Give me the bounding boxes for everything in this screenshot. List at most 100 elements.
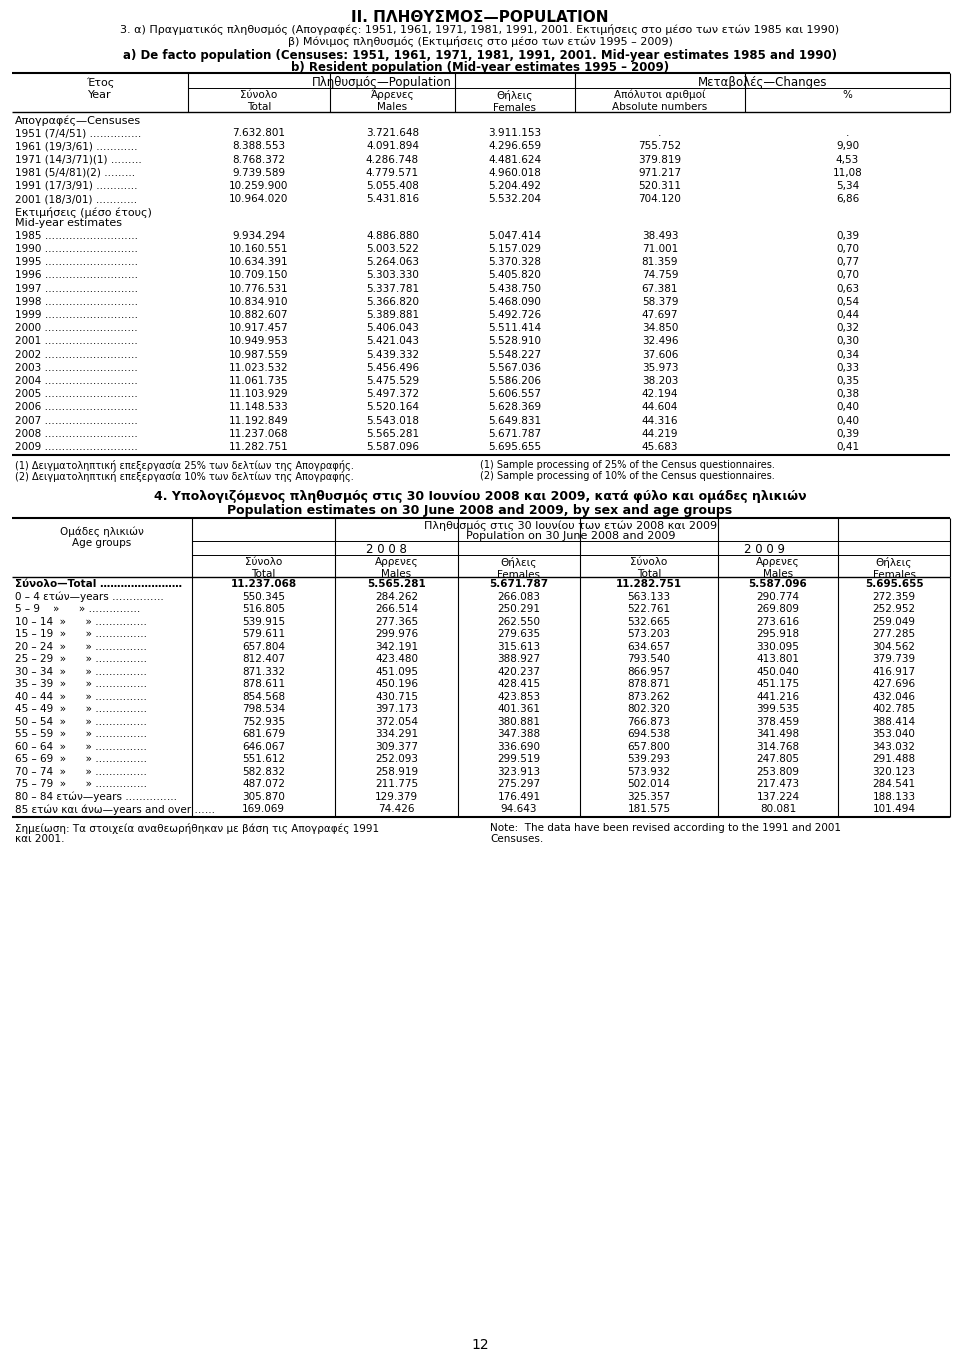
- Text: 871.332: 871.332: [242, 667, 285, 676]
- Text: 315.613: 315.613: [497, 642, 540, 652]
- Text: 573.203: 573.203: [628, 629, 670, 640]
- Text: 5.337.781: 5.337.781: [366, 284, 420, 293]
- Text: 0,40: 0,40: [836, 416, 859, 425]
- Text: Σύνολο—Total ……………………: Σύνολο—Total ……………………: [15, 580, 182, 589]
- Text: 5.649.831: 5.649.831: [489, 416, 541, 425]
- Text: 0,44: 0,44: [836, 310, 859, 320]
- Text: 4.286.748: 4.286.748: [366, 155, 420, 164]
- Text: 10.964.020: 10.964.020: [229, 194, 289, 204]
- Text: 766.873: 766.873: [628, 717, 671, 727]
- Text: 2005 ………………………: 2005 ………………………: [15, 390, 138, 399]
- Text: 878.871: 878.871: [628, 679, 671, 690]
- Text: 4.091.894: 4.091.894: [366, 141, 419, 151]
- Text: 4. Υπολογιζόμενος πληθυσμός στις 30 Ιουνίου 2008 και 2009, κατά φύλο και ομάδες : 4. Υπολογιζόμενος πληθυσμός στις 30 Ιουν…: [154, 490, 806, 504]
- Text: 169.069: 169.069: [242, 804, 285, 815]
- Text: 11,08: 11,08: [832, 168, 862, 178]
- Text: 423.480: 423.480: [375, 655, 418, 664]
- Text: 4.481.624: 4.481.624: [489, 155, 541, 164]
- Text: 402.785: 402.785: [873, 705, 916, 714]
- Text: 25 – 29  »      » ……………: 25 – 29 » » ……………: [15, 655, 147, 664]
- Text: 2007 ………………………: 2007 ………………………: [15, 416, 138, 425]
- Text: 5.532.204: 5.532.204: [489, 194, 541, 204]
- Text: 563.133: 563.133: [628, 592, 671, 602]
- Text: 0,40: 0,40: [836, 402, 859, 413]
- Text: 50 – 54  »      » ……………: 50 – 54 » » ……………: [15, 717, 147, 727]
- Text: 37.606: 37.606: [642, 349, 678, 360]
- Text: 10.834.910: 10.834.910: [229, 297, 289, 307]
- Text: Censuses.: Censuses.: [490, 834, 543, 843]
- Text: 379.819: 379.819: [638, 155, 682, 164]
- Text: 4.779.571: 4.779.571: [366, 168, 420, 178]
- Text: 35.973: 35.973: [641, 363, 679, 373]
- Text: 71.001: 71.001: [642, 244, 678, 254]
- Text: 1971 (14/3/71)(1) ………: 1971 (14/3/71)(1) ………: [15, 155, 142, 164]
- Text: Έτος: Έτος: [85, 77, 114, 88]
- Text: 252.093: 252.093: [375, 754, 418, 765]
- Text: a) De facto population (Censuses: 1951, 1961, 1971, 1981, 1991, 2001. Mid-year e: a) De facto population (Censuses: 1951, …: [123, 49, 837, 62]
- Text: 11.192.849: 11.192.849: [229, 416, 289, 425]
- Text: 188.133: 188.133: [873, 792, 916, 801]
- Text: 5.695.655: 5.695.655: [489, 441, 541, 452]
- Text: 247.805: 247.805: [756, 754, 800, 765]
- Text: 704.120: 704.120: [638, 194, 682, 204]
- Text: 266.514: 266.514: [375, 604, 418, 614]
- Text: 5.565.281: 5.565.281: [367, 580, 426, 589]
- Text: 10.709.150: 10.709.150: [229, 270, 289, 280]
- Text: 1995 ………………………: 1995 ………………………: [15, 257, 138, 268]
- Text: 272.359: 272.359: [873, 592, 916, 602]
- Text: 0,30: 0,30: [836, 337, 859, 346]
- Text: 550.345: 550.345: [242, 592, 285, 602]
- Text: 1961 (19/3/61) …………: 1961 (19/3/61) …………: [15, 141, 137, 151]
- Text: 1951 (7/4/51) ……………: 1951 (7/4/51) ……………: [15, 128, 141, 139]
- Text: 5.497.372: 5.497.372: [366, 390, 420, 399]
- Text: 1990 ………………………: 1990 ………………………: [15, 244, 138, 254]
- Text: 10.160.551: 10.160.551: [229, 244, 289, 254]
- Text: 532.665: 532.665: [628, 617, 671, 626]
- Text: 971.217: 971.217: [638, 168, 682, 178]
- Text: 309.377: 309.377: [375, 741, 418, 752]
- Text: 427.696: 427.696: [873, 679, 916, 690]
- Text: Population estimates on 30 June 2008 and 2009, by sex and age groups: Population estimates on 30 June 2008 and…: [228, 504, 732, 517]
- Text: (2) Sample processing of 10% of the Census questionnaires.: (2) Sample processing of 10% of the Cens…: [480, 471, 775, 481]
- Text: 5.492.726: 5.492.726: [489, 310, 541, 320]
- Text: 8.768.372: 8.768.372: [232, 155, 285, 164]
- Text: 5.528.910: 5.528.910: [489, 337, 541, 346]
- Text: 5.671.787: 5.671.787: [490, 580, 548, 589]
- Text: Θήλεις
Females: Θήλεις Females: [873, 557, 916, 580]
- Text: Απογραφές—Censuses: Απογραφές—Censuses: [15, 115, 141, 125]
- Text: 878.611: 878.611: [242, 679, 285, 690]
- Text: b) Resident population (Mid-year estimates 1995 – 2009): b) Resident population (Mid-year estimat…: [291, 61, 669, 73]
- Text: 0,39: 0,39: [836, 429, 859, 439]
- Text: 1998 ………………………: 1998 ………………………: [15, 297, 138, 307]
- Text: 217.473: 217.473: [756, 779, 800, 789]
- Text: 5,34: 5,34: [836, 181, 859, 191]
- Text: 423.853: 423.853: [497, 691, 540, 702]
- Text: 694.538: 694.538: [628, 729, 671, 739]
- Text: 211.775: 211.775: [375, 779, 418, 789]
- Text: 657.800: 657.800: [628, 741, 670, 752]
- Text: 522.761: 522.761: [628, 604, 671, 614]
- Text: 4.886.880: 4.886.880: [366, 231, 419, 240]
- Text: 4.296.659: 4.296.659: [489, 141, 541, 151]
- Text: 5.543.018: 5.543.018: [366, 416, 419, 425]
- Text: 1981 (5/4/81)(2) ………: 1981 (5/4/81)(2) ………: [15, 168, 135, 178]
- Text: 80 – 84 ετών—years ……………: 80 – 84 ετών—years ……………: [15, 792, 178, 803]
- Text: 10.776.531: 10.776.531: [229, 284, 289, 293]
- Text: 2003 ………………………: 2003 ………………………: [15, 363, 138, 373]
- Text: 47.697: 47.697: [641, 310, 679, 320]
- Text: 428.415: 428.415: [497, 679, 540, 690]
- Text: 681.679: 681.679: [242, 729, 285, 739]
- Text: Note:  The data have been revised according to the 1991 and 2001: Note: The data have been revised accordi…: [490, 823, 841, 832]
- Text: 277.365: 277.365: [375, 617, 418, 626]
- Text: 388.414: 388.414: [873, 717, 916, 727]
- Text: 353.040: 353.040: [873, 729, 916, 739]
- Text: 74.426: 74.426: [378, 804, 415, 815]
- Text: (2) Δειγματοληπτική επεξεργασία 10% των δελτίων της Απογραφής.: (2) Δειγματοληπτική επεξεργασία 10% των …: [15, 471, 353, 482]
- Text: 275.297: 275.297: [497, 779, 540, 789]
- Text: 273.616: 273.616: [756, 617, 800, 626]
- Text: 44.604: 44.604: [642, 402, 678, 413]
- Text: (1) Sample processing of 25% of the Census questionnaires.: (1) Sample processing of 25% of the Cens…: [480, 460, 775, 470]
- Text: 3.721.648: 3.721.648: [366, 128, 420, 139]
- Text: 11.148.533: 11.148.533: [229, 402, 289, 413]
- Text: 451.175: 451.175: [756, 679, 800, 690]
